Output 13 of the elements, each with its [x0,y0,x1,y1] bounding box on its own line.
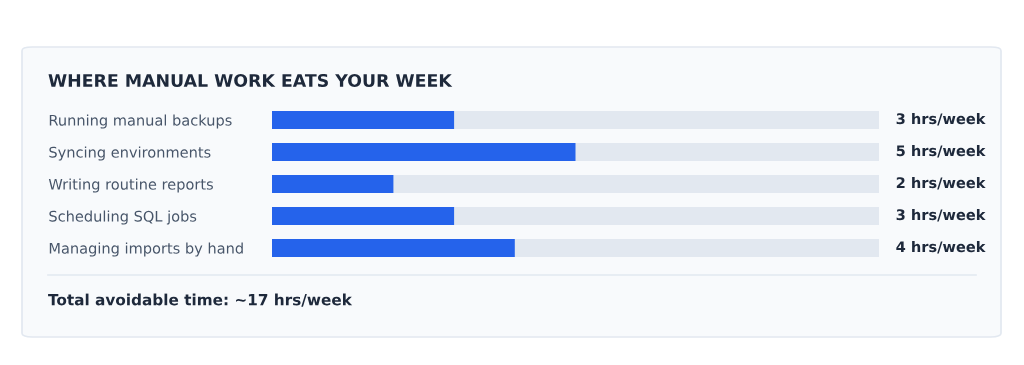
chart-title: WHERE MANUAL WORK EATS YOUR WEEK [48,73,453,88]
data-label: 3 hrs/week [896,208,986,222]
y-tick-label: Running manual backups [49,114,232,129]
data-label: 3 hrs/week [896,112,986,126]
y-tick-label: Syncing environments [49,146,211,161]
text: Total avoidable time: ~17 hrs/week [48,293,353,307]
data-label: 5 hrs/week [896,144,986,158]
bar [272,175,394,193]
data-label: 4 hrs/week [896,240,986,254]
y-tick-label: Writing routine reports [48,178,213,193]
y-tick-label: Scheduling SQL jobs [49,210,197,225]
data-label: 2 hrs/week [896,176,986,190]
y-tick-label: Managing imports by hand [49,242,243,257]
